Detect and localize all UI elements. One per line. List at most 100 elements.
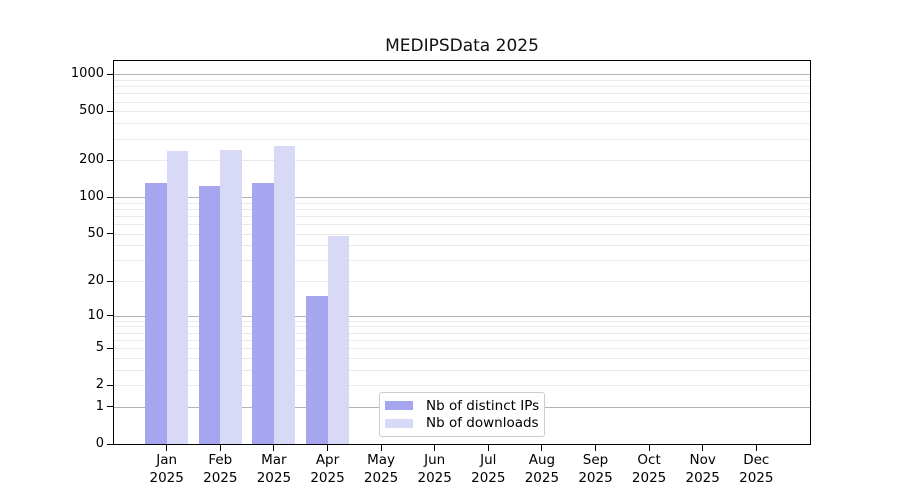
plot-area [113,60,811,445]
legend-label-distinct-ips: Nb of distinct IPs [426,397,540,414]
x-tick-year: 2025 [363,469,399,486]
y-tick-mark [107,384,114,386]
legend-swatch-distinct-ips [385,401,413,411]
x-tick-label: Sep 2025 [564,452,628,487]
gridline-minor [114,260,810,262]
y-tick-mark [107,280,114,282]
x-tick-year: 2025 [417,469,452,486]
gridline-minor [114,369,810,371]
y-tick-mark [107,233,114,235]
y-tick-label: 2 [95,377,104,393]
gridline-minor [114,326,810,328]
y-tick-label: 5 [95,340,104,356]
x-tick-year: 2025 [524,469,560,486]
y-tick-label: 10 [87,307,104,323]
x-tick-mark [380,444,382,451]
x-tick-mark [219,444,221,451]
y-tick-label: 0 [95,436,104,451]
bar-downloads [327,235,349,444]
x-tick-mark [166,444,168,451]
y-tick-mark [107,406,114,408]
bar-distinct-ips [306,295,328,444]
x-tick-year: 2025 [578,469,613,486]
y-tick-label: 500 [79,103,104,119]
gridline-major [114,315,810,317]
gridline-minor [114,339,810,341]
x-tick-year: 2025 [739,469,774,486]
y-tick-label: 200 [79,152,104,168]
x-tick-label: Jan 2025 [135,452,199,487]
x-tick-label: May 2025 [349,452,413,487]
x-tick-mark [487,444,489,451]
y-tick-label: 50 [87,225,104,241]
gridline-minor [114,111,810,113]
x-tick-year: 2025 [149,469,184,486]
y-tick-mark [107,159,114,161]
gridline-minor [114,245,810,247]
x-tick-mark [327,444,328,451]
gridline-minor [114,215,810,217]
gridline-minor [114,138,810,140]
x-tick-label: Jul 2025 [456,452,520,487]
x-tick-label: Aug 2025 [510,452,574,487]
y-tick-mark [107,347,114,349]
legend: Nb of distinct IPs Nb of downloads [379,392,545,437]
y-tick-label: 100 [79,189,104,205]
legend-item-downloads: Nb of downloads [385,415,539,433]
x-tick-year: 2025 [256,469,292,486]
x-tick-mark [595,444,596,451]
legend-swatch-downloads [385,418,413,428]
x-tick-year: 2025 [685,469,720,486]
x-tick-label: Oct 2025 [617,452,681,487]
legend-label-downloads: Nb of downloads [426,415,539,432]
x-tick-label: Feb 2025 [188,452,252,487]
gridline-minor [114,224,810,226]
x-tick-year: 2025 [471,469,506,486]
x-tick-label: Dec 2025 [724,452,788,487]
gridline-minor [114,208,810,210]
x-tick-mark [434,444,436,451]
bar-downloads [220,149,242,444]
gridline-minor [114,233,810,235]
gridline-minor [114,385,810,387]
y-tick-mark [107,315,114,317]
gridline-minor [114,80,810,81]
x-tick-label: Mar 2025 [242,452,306,487]
x-tick-mark [648,444,650,451]
x-tick-label: Jun 2025 [403,452,467,487]
y-tick-mark [107,443,114,445]
gridline-minor [114,202,810,204]
bar-distinct-ips [198,185,221,444]
x-tick-label: Nov 2025 [671,452,735,487]
x-tick-label: Apr 2025 [296,452,360,487]
gridline-minor [114,101,810,103]
gridline-major [114,197,810,199]
y-tick-mark [107,196,114,198]
gridline-minor [114,93,810,95]
y-tick-mark [107,110,114,112]
gridline-minor [114,281,810,283]
gridline-minor [114,123,810,125]
x-tick-mark [755,444,757,451]
y-tick-mark [107,73,114,75]
x-tick-year: 2025 [203,469,238,486]
y-tick-label: 1000 [70,66,104,82]
bar-distinct-ips [252,183,274,444]
bar-distinct-ips [145,183,167,444]
x-tick-year: 2025 [310,469,345,486]
legend-item-distinct-ips: Nb of distinct IPs [385,397,540,415]
gridline-minor [114,357,810,359]
chart-title: MEDIPSData 2025 [385,36,539,56]
gridline-minor [114,348,810,350]
x-tick-mark [702,444,704,451]
gridline-minor [114,320,810,322]
bar-downloads [166,150,189,444]
x-tick-mark [541,444,543,451]
gridline-minor [114,160,810,162]
gridline-major [114,74,810,76]
y-tick-label: 20 [87,273,104,289]
x-tick-year: 2025 [631,469,667,486]
gridline-minor [114,332,810,334]
gridline-minor [114,86,810,88]
